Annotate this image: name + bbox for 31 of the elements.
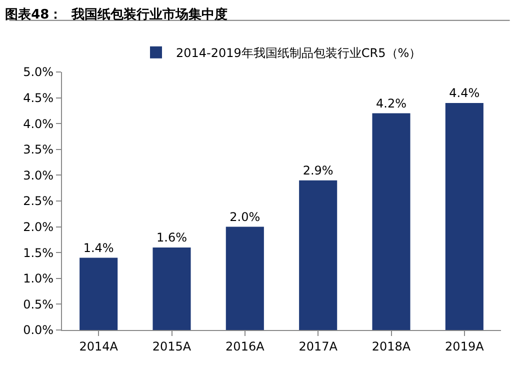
x-tick-label: 2017A (298, 339, 338, 354)
y-tick-label: 2.5% (23, 194, 54, 208)
chart-title: 图表48： 我国纸包装行业市场集中度 (5, 6, 228, 22)
y-tick-label: 1.5% (23, 246, 54, 260)
bar (226, 226, 264, 330)
data-label: 1.6% (156, 230, 187, 244)
x-tick-label: 2018A (372, 339, 412, 354)
y-tick-label: 3.5% (23, 142, 54, 157)
y-tick-label: 0.5% (23, 297, 54, 312)
y-tick-label: 4.5% (23, 91, 54, 105)
bar (372, 113, 410, 330)
data-label: 4.2% (376, 96, 406, 110)
data-label: 2.9% (302, 163, 334, 178)
x-tick-label: 2015A (152, 339, 192, 354)
bar (299, 180, 338, 330)
data-label: 4.4% (449, 86, 480, 100)
y-tick-label: 5.0% (23, 65, 54, 80)
legend-label: 2014-2019年我国纸制品包装行业CR5（%） (176, 46, 422, 60)
y-tick-label: 1.0% (23, 272, 54, 286)
data-label: 1.4% (83, 240, 114, 255)
y-tick-label: 0.0% (23, 323, 54, 338)
bar (152, 247, 191, 330)
data-label: 2.0% (230, 210, 260, 224)
y-tick-label: 4.0% (23, 116, 54, 131)
y-tick-label: 3.0% (23, 168, 54, 182)
bar (80, 258, 118, 330)
y-tick-label: 2.0% (23, 220, 54, 234)
bar (445, 102, 484, 330)
x-tick-label: 2019A (445, 339, 485, 354)
x-tick-label: 2014A (79, 339, 119, 354)
x-tick-label: 2016A (226, 339, 266, 354)
